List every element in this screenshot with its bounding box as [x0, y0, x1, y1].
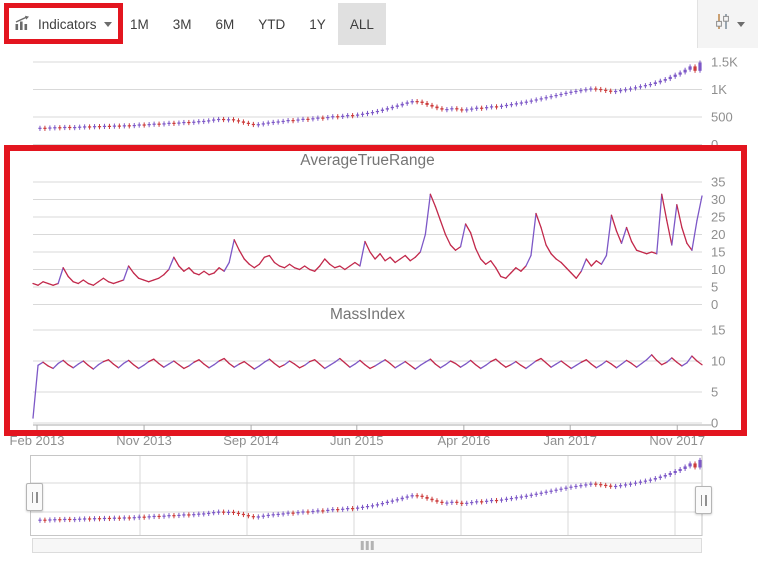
toolbar: Indicators 1M 3M 6M YTD 1Y ALL [0, 0, 758, 48]
indicators-label: Indicators [38, 16, 97, 32]
y-axis-tick-label: 10 [711, 354, 725, 369]
y-axis-tick-label: 500 [711, 110, 733, 125]
y-axis-tick-label: 0 [711, 297, 718, 312]
period-button-ytd[interactable]: YTD [258, 16, 286, 32]
x-axis-tick-label: Jan 2017 [543, 433, 597, 448]
y-axis-tick-label: 30 [711, 192, 725, 207]
average-true-range-panel: AverageTrueRange 0 5 10 15 20 25 30 35 [32, 152, 725, 312]
scrollbar-grip[interactable] [360, 541, 374, 550]
period-selector: 1M 3M 6M YTD 1Y ALL [118, 3, 386, 45]
chevron-down-icon [736, 21, 745, 27]
range-left-handle[interactable] [26, 483, 43, 511]
indicators-dropdown-button[interactable]: Indicators [14, 9, 112, 39]
y-axis-tick-label: 20 [711, 227, 725, 242]
period-button-1y[interactable]: 1Y [309, 16, 326, 32]
y-axis-tick-label: 0 [711, 416, 718, 431]
indicators-chart-icon [14, 15, 31, 34]
mass-index-panel: MassIndex 0 5 10 15 [32, 306, 725, 431]
y-axis-tick-label: 0 [711, 137, 718, 152]
y-axis-tick-label: 15 [711, 323, 725, 338]
range-right-handle[interactable] [695, 486, 712, 514]
mass-index-panel-title: MassIndex [330, 306, 405, 323]
x-axis-tick-label: Nov 2017 [649, 433, 705, 448]
price-panel: 0 500 1K 1.5K [33, 55, 738, 152]
chevron-down-icon [103, 21, 112, 27]
y-axis-tick-label: 25 [711, 210, 725, 225]
y-axis-tick-label: 35 [711, 175, 725, 190]
x-axis-tick-label: Apr 2016 [437, 433, 490, 448]
x-axis-tick-label: Sep 2014 [223, 433, 279, 448]
range-selector [30, 455, 703, 536]
y-axis-tick-label: 15 [711, 245, 725, 260]
x-axis-tick-label: Jun 2015 [330, 433, 384, 448]
chart-canvas: 0 500 1K 1.5K AverageTrueRange 0 5 10 15 20 25 30 35… [10, 55, 738, 536]
series-settings-button[interactable] [697, 0, 758, 48]
y-axis-tick-label: 10 [711, 262, 725, 277]
atr-panel-title: AverageTrueRange [300, 152, 434, 169]
x-axis-tick-label: Feb 2013 [10, 433, 65, 448]
range-scrollbar[interactable] [32, 538, 702, 553]
x-axis: Feb 2013 Nov 2013 Sep 2014 Jun 2015 Apr 2016… [10, 424, 712, 448]
period-button-3m[interactable]: 3M [172, 16, 192, 32]
y-axis-tick-label: 5 [711, 280, 718, 295]
x-axis-tick-label: Nov 2013 [116, 433, 172, 448]
y-axis-tick-label: 1K [711, 82, 727, 97]
period-button-1m[interactable]: 1M [130, 16, 149, 32]
y-axis-tick-label: 1.5K [711, 55, 738, 70]
period-button-all[interactable]: ALL [337, 3, 386, 45]
series-settings-icon [712, 13, 732, 35]
period-button-6m[interactable]: 6M [215, 16, 235, 32]
y-axis-tick-label: 5 [711, 385, 718, 400]
